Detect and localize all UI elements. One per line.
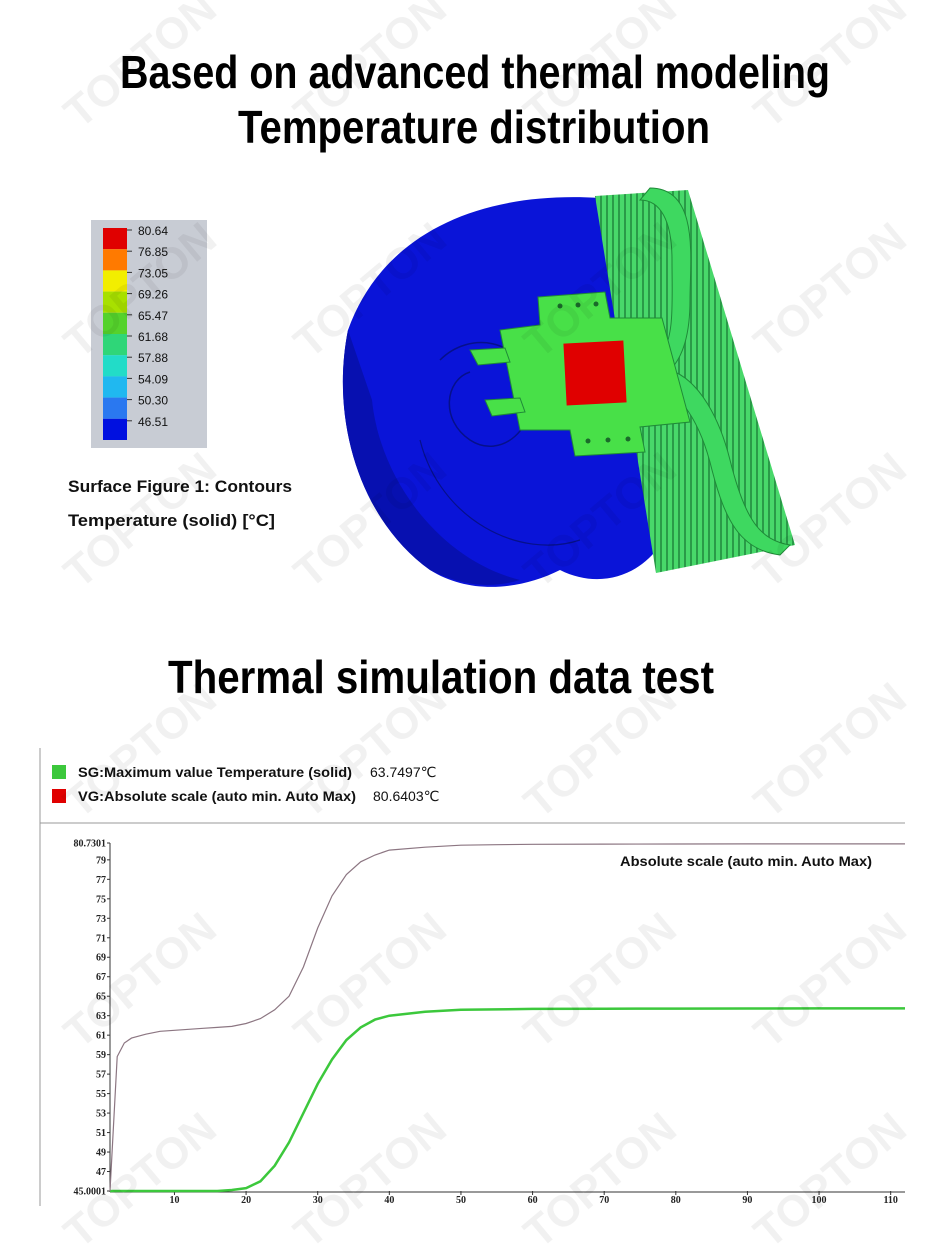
y-tick-label: 69 bbox=[96, 953, 106, 964]
chart: 45.0001 47 49 51 53 55 57 59 61 63 65 67 69 71 73 75 77 7… bbox=[52, 764, 905, 1206]
series-line bbox=[110, 1007, 905, 1193]
y-tick-label: 45.0001 bbox=[74, 1187, 107, 1198]
legend-label: SG:Maximum value Temperature (solid) bbox=[78, 764, 352, 780]
legend-value: 80.6403℃ bbox=[373, 788, 439, 804]
x-tick-label: 40 bbox=[384, 1195, 394, 1206]
legend-label: 73.05 bbox=[138, 266, 168, 280]
legend-label: 57.88 bbox=[138, 351, 168, 365]
caption: Surface Figure 1: Contours bbox=[68, 477, 292, 496]
color-band bbox=[103, 249, 127, 271]
y-tick-label: 53 bbox=[96, 1109, 106, 1120]
legend-label: 76.85 bbox=[138, 245, 168, 259]
watermark: TOPTON bbox=[745, 673, 916, 827]
x-tick-label: 10 bbox=[169, 1195, 179, 1206]
x-tick-label: 90 bbox=[742, 1195, 752, 1206]
y-tick-label: 80.7301 bbox=[74, 839, 107, 850]
watermark: TOPTON bbox=[285, 903, 456, 1057]
caption: Temperature (solid) [°C] bbox=[68, 511, 275, 530]
watermarks: TOPTON TOPTON TOPTON TOPTON TOPTON TOPTON TOPT… bbox=[55, 0, 916, 1248]
x-tick-label: 60 bbox=[528, 1195, 538, 1206]
color-band bbox=[103, 418, 127, 440]
heat-source bbox=[563, 340, 627, 406]
legend-label: 46.51 bbox=[138, 415, 168, 429]
legend-label: 65.47 bbox=[138, 309, 168, 323]
watermark: TOPTON bbox=[745, 1103, 916, 1248]
legend-label: 80.64 bbox=[138, 224, 168, 238]
y-tick-label: 65 bbox=[96, 992, 106, 1003]
watermark: TOPTON bbox=[55, 673, 226, 827]
color-band bbox=[103, 397, 127, 419]
color-band bbox=[103, 228, 127, 250]
blower-outline bbox=[439, 341, 533, 447]
color-band bbox=[103, 355, 127, 377]
y-tick-label: 63 bbox=[96, 1011, 106, 1022]
blower-side bbox=[342, 330, 520, 585]
x-tick-label: 70 bbox=[599, 1195, 609, 1206]
screw-holes bbox=[557, 301, 631, 444]
x-tick-label: 100 bbox=[812, 1195, 827, 1206]
color-band bbox=[103, 291, 127, 313]
title: Based on advanced thermal modeling bbox=[120, 46, 830, 98]
watermark: TOPTON bbox=[515, 1103, 686, 1248]
y-tick-label: 67 bbox=[96, 972, 106, 983]
clip bbox=[469, 347, 526, 417]
color-band bbox=[103, 312, 127, 334]
y-tick-label: 73 bbox=[96, 914, 106, 925]
color-band bbox=[103, 334, 127, 356]
color-band bbox=[103, 376, 127, 398]
y-tick-label: 57 bbox=[96, 1070, 106, 1081]
y-tick-label: 71 bbox=[96, 933, 106, 944]
chart-frame bbox=[39, 748, 905, 1206]
watermark: TOPTON bbox=[515, 903, 686, 1057]
legend-value: 63.7497℃ bbox=[370, 764, 436, 780]
x-tick-label: 20 bbox=[241, 1195, 251, 1206]
title: Temperature distribution bbox=[238, 101, 710, 153]
series-line bbox=[109, 843, 905, 1192]
x-tick-label: 50 bbox=[456, 1195, 466, 1206]
x-tick-label: 80 bbox=[671, 1195, 681, 1206]
x-tick-label: 30 bbox=[313, 1195, 323, 1206]
legend-label: 54.09 bbox=[138, 372, 168, 386]
legend-label: 69.26 bbox=[138, 288, 168, 302]
watermark: TOPTON bbox=[55, 903, 226, 1057]
y-tick-label: 77 bbox=[96, 875, 106, 886]
color-band bbox=[103, 270, 127, 292]
legend-label: 61.68 bbox=[138, 330, 168, 344]
y-tick-label: 55 bbox=[96, 1089, 106, 1100]
thermal-model-render bbox=[342, 187, 795, 587]
blower-outline bbox=[419, 439, 581, 546]
y-tick-label: 47 bbox=[96, 1167, 106, 1178]
x-tick-label: 110 bbox=[883, 1195, 897, 1206]
y-tick-label: 49 bbox=[96, 1148, 106, 1159]
watermark: TOPTON bbox=[285, 1103, 456, 1248]
y-tick-label: 51 bbox=[96, 1128, 106, 1139]
legend-label: VG:Absolute scale (auto min. Auto Max) bbox=[78, 788, 356, 804]
annotation: Absolute scale (auto min. Auto Max) bbox=[620, 853, 872, 869]
heat-pipe bbox=[638, 187, 792, 556]
y-tick-label: 61 bbox=[96, 1031, 106, 1042]
legend-label: 50.30 bbox=[138, 394, 168, 408]
section-title: Thermal simulation data test bbox=[168, 651, 714, 703]
watermark: TOPTON bbox=[745, 213, 916, 367]
y-tick-label: 79 bbox=[96, 855, 106, 866]
legend-swatch bbox=[52, 789, 66, 803]
y-tick-label: 75 bbox=[96, 894, 106, 905]
legend-swatch bbox=[52, 765, 66, 779]
contour-legend: 80.64 76.85 73.05 69.26 65.47 61.68 57.88 54.09… bbox=[91, 220, 207, 448]
heatsink-fins bbox=[595, 190, 795, 573]
watermark: TOPTON bbox=[745, 903, 916, 1057]
y-tick-label: 59 bbox=[96, 1050, 106, 1061]
watermark: TOPTON bbox=[55, 1103, 226, 1248]
